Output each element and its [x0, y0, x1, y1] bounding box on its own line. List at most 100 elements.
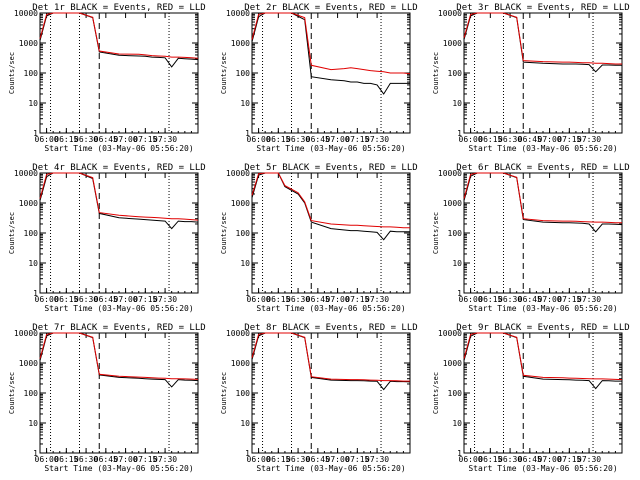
y-axis-label: Counts/sec	[220, 372, 228, 414]
y-tick-label: 1000	[443, 199, 462, 208]
x-tick-label: 07:30	[153, 455, 177, 464]
y-tick-label: 100	[448, 389, 463, 398]
x-tick-label: 07:15	[557, 295, 581, 304]
chart-title: Det 3r BLACK = Events, RED = LLD	[456, 3, 629, 13]
x-tick-label: 06:30	[286, 135, 310, 144]
x-tick-label: 06:45	[94, 295, 118, 304]
y-tick-label: 1	[245, 449, 250, 458]
x-tick-label: 06:30	[286, 455, 310, 464]
x-tick-label: 07:00	[326, 455, 350, 464]
chart-panel-1: Det 1r BLACK = Events, RED = LLD 1 10 100 10…	[8, 3, 206, 153]
y-tick-label: 1000	[19, 199, 38, 208]
series-line-lld	[39, 172, 199, 221]
x-tick-label: 06:00	[247, 455, 271, 464]
plot-frame	[39, 12, 199, 134]
x-tick-label: 06:45	[306, 295, 330, 304]
x-tick-label: 07:00	[326, 295, 350, 304]
x-tick-label: 06:15	[478, 295, 502, 304]
x-tick-label: 07:00	[114, 455, 138, 464]
x-tick-label: 07:30	[577, 455, 601, 464]
x-tick-label: 06:15	[54, 455, 78, 464]
y-tick-label: 1000	[443, 39, 462, 48]
chart-title: Det 9r BLACK = Events, RED = LLD	[456, 323, 629, 333]
chart-panel-6: Det 6r BLACK = Events, RED = LLD 1 10 100 10…	[432, 163, 630, 313]
y-tick-label: 10	[452, 99, 462, 108]
x-axis-label: Start Time (03-May-06 05:56:20)	[44, 304, 193, 313]
y-tick-label: 100	[236, 229, 251, 238]
x-tick-label: 06:15	[266, 295, 290, 304]
x-tick-label: 07:30	[365, 295, 389, 304]
x-tick-label: 07:15	[557, 455, 581, 464]
chart-title: Det 5r BLACK = Events, RED = LLD	[244, 163, 417, 173]
x-tick-label: 06:45	[518, 295, 542, 304]
x-tick-label: 06:30	[498, 135, 522, 144]
plot-frame	[463, 12, 623, 134]
x-axis-label: Start Time (03-May-06 05:56:20)	[468, 304, 617, 313]
x-tick-label: 07:30	[153, 295, 177, 304]
series-line-events	[39, 12, 199, 68]
chart-panel-7: Det 7r BLACK = Events, RED = LLD 1 10 100 10…	[8, 323, 206, 473]
y-tick-label: 1	[33, 289, 38, 298]
x-tick-label: 07:15	[345, 455, 369, 464]
chart-title: Det 4r BLACK = Events, RED = LLD	[32, 163, 205, 173]
y-axis-label: Counts/sec	[8, 372, 16, 414]
y-axis-label: Counts/sec	[8, 212, 16, 254]
series-line-lld	[39, 332, 199, 380]
x-tick-label: 07:30	[577, 135, 601, 144]
y-tick-label: 100	[236, 69, 251, 78]
plot-frame	[251, 12, 411, 134]
y-tick-label: 100	[448, 69, 463, 78]
y-tick-label: 1	[245, 289, 250, 298]
x-tick-label: 07:00	[114, 135, 138, 144]
x-tick-label: 06:45	[306, 135, 330, 144]
y-tick-label: 10	[240, 99, 250, 108]
series-line-lld	[463, 332, 623, 381]
x-tick-label: 06:00	[459, 455, 483, 464]
x-axis-label: Start Time (03-May-06 05:56:20)	[256, 304, 405, 313]
y-tick-label: 1	[457, 289, 462, 298]
y-tick-label: 1000	[19, 359, 38, 368]
x-tick-label: 06:15	[266, 455, 290, 464]
x-axis-label: Start Time (03-May-06 05:56:20)	[256, 464, 405, 473]
x-tick-label: 06:45	[94, 135, 118, 144]
x-axis-label: Start Time (03-May-06 05:56:20)	[44, 144, 193, 153]
y-tick-label: 10	[240, 259, 250, 268]
chart-title: Det 8r BLACK = Events, RED = LLD	[244, 323, 417, 333]
y-tick-label: 1000	[231, 39, 250, 48]
chart-panel-4: Det 4r BLACK = Events, RED = LLD 1 10 100 10…	[8, 163, 206, 313]
y-tick-label: 1000	[231, 359, 250, 368]
x-axis-label: Start Time (03-May-06 05:56:20)	[256, 144, 405, 153]
x-tick-label: 06:00	[35, 135, 59, 144]
x-tick-label: 06:00	[459, 295, 483, 304]
y-axis-label: Counts/sec	[8, 52, 16, 94]
chart-panel-8: Det 8r BLACK = Events, RED = LLD 1 10 100 10…	[220, 323, 418, 473]
x-tick-label: 06:30	[498, 455, 522, 464]
y-tick-label: 100	[24, 69, 39, 78]
series-line-lld	[463, 172, 622, 224]
x-tick-label: 06:45	[518, 135, 542, 144]
series-line-events	[251, 172, 410, 241]
y-tick-label: 10	[452, 419, 462, 428]
y-tick-label: 100	[24, 229, 39, 238]
x-tick-label: 07:00	[114, 295, 138, 304]
x-tick-label: 06:00	[247, 295, 271, 304]
plot-frame	[251, 172, 411, 294]
chart-panel-2: Det 2r BLACK = Events, RED = LLD 1 10 100 10…	[220, 3, 418, 153]
y-tick-label: 10000	[14, 169, 38, 178]
x-tick-label: 07:15	[133, 295, 157, 304]
y-tick-label: 1000	[231, 199, 250, 208]
x-tick-label: 07:15	[345, 135, 369, 144]
y-axis-label: Counts/sec	[220, 52, 228, 94]
series-line-events	[463, 172, 623, 233]
y-tick-label: 1	[245, 129, 250, 138]
x-axis-label: Start Time (03-May-06 05:56:20)	[44, 464, 193, 473]
y-tick-label: 10	[452, 259, 462, 268]
y-tick-label: 10	[28, 259, 38, 268]
x-tick-label: 07:00	[538, 455, 562, 464]
plot-frame	[463, 172, 623, 294]
x-tick-label: 06:15	[54, 295, 78, 304]
plot-frame	[39, 332, 199, 454]
y-tick-label: 10	[240, 419, 250, 428]
x-tick-label: 07:15	[133, 135, 157, 144]
